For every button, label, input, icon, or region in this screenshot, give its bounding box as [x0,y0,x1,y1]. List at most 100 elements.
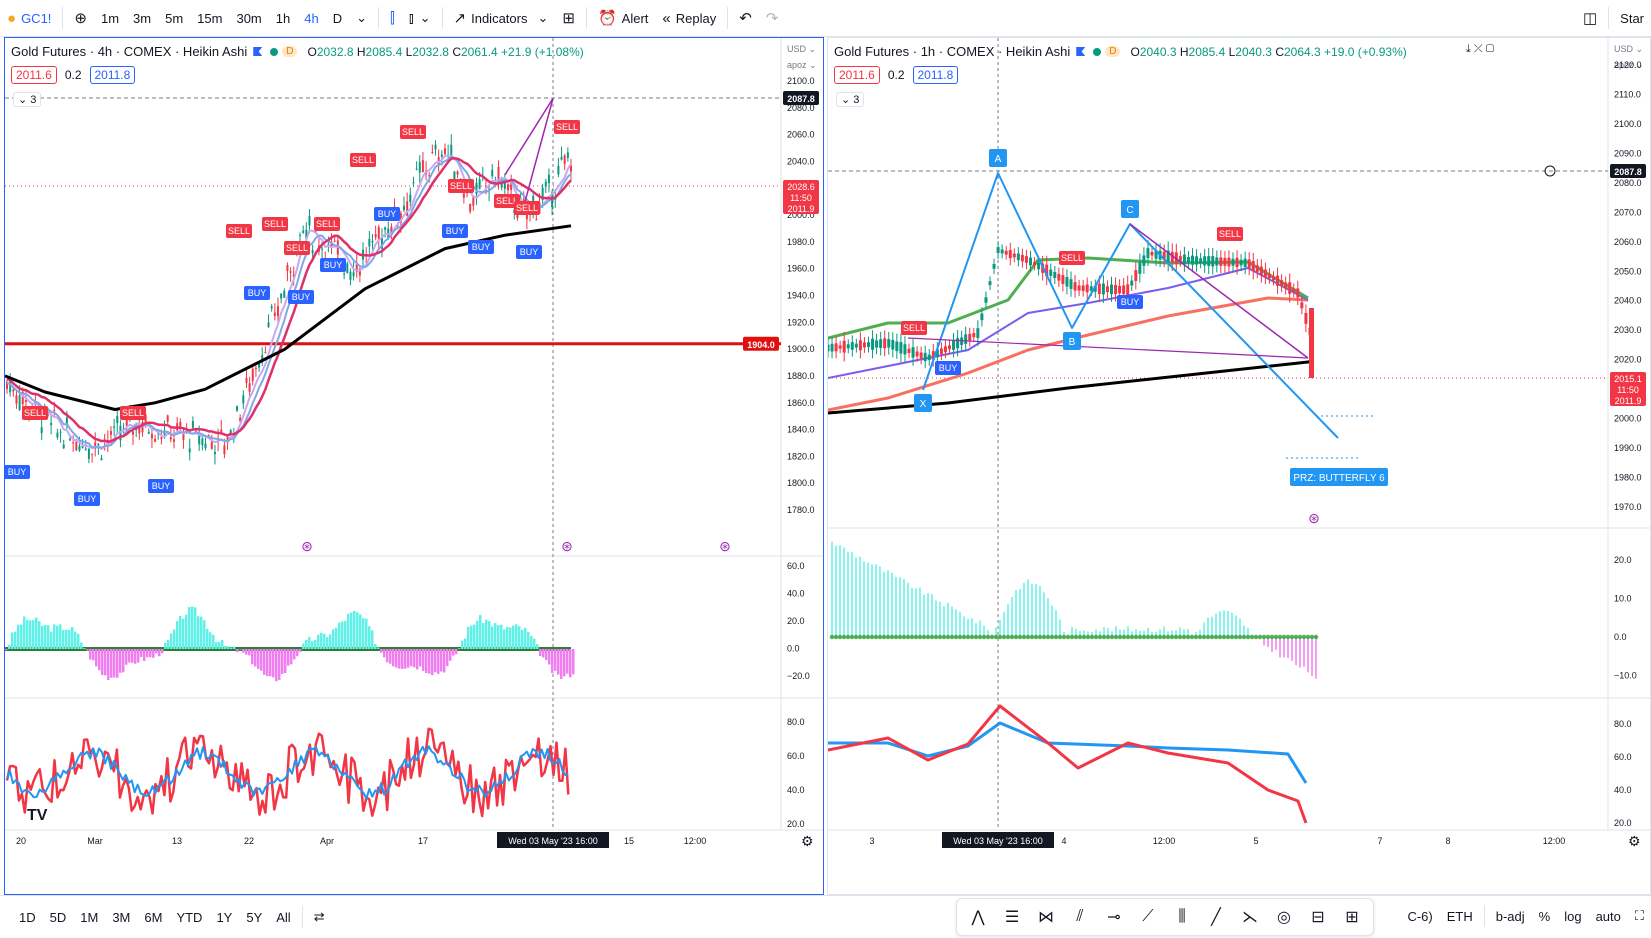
current-price-bg [783,180,819,214]
layout-button[interactable]: ◫ [1576,0,1604,36]
channel-tool-icon[interactable]: ⫽ [1076,908,1084,925]
osc-histogram-bar [302,643,305,649]
osc-histogram-bar [269,649,272,677]
log-toggle[interactable]: log [1564,908,1582,924]
osc-histogram-bar [566,649,569,674]
range-5d[interactable]: 5D [49,909,67,925]
candle-body [399,213,402,223]
indicator-collapse-button[interactable]: ⌄ 3 [13,92,42,107]
trend-line-icon[interactable]: ╱ [1211,909,1221,926]
short-position-icon[interactable]: ⊞ [1345,909,1359,926]
osc-histogram-bar [50,631,53,649]
candle-body [1101,283,1105,295]
interval-dropdown[interactable]: ⌄ [349,0,374,36]
candle-body [1223,257,1227,266]
interval-5m[interactable]: 5m [165,10,184,26]
symbol-search[interactable]: ● GC1! [0,0,58,36]
range-6m[interactable]: 6M [144,909,163,925]
osc-zero-dot [1061,634,1067,640]
range-1m[interactable]: 1M [80,909,99,925]
candle-body [903,344,907,355]
osc-histogram-bar [464,638,467,649]
ma-left-value[interactable]: 2011.6 [11,66,57,84]
osc-zero-dot [1313,634,1319,640]
interval-3m[interactable]: 3m [133,10,152,26]
spiral-tool-icon[interactable]: ◎ [1277,909,1291,926]
osc-zero-dot [849,634,855,640]
xabcd-tool-icon[interactable]: ⋋ [1242,909,1258,926]
candle-body [1000,249,1004,254]
chart-panel-left[interactable]: USD ⌄ apoz ⌄ 2100.0 2080.0 2060.0 2040.0 20 20.… [4,37,824,895]
range-all[interactable]: All [276,909,291,925]
interval-30m[interactable]: 30m [236,10,262,26]
candle-body [69,438,72,441]
candle-body [210,441,213,449]
event-icon: ⊛ [561,538,573,554]
long-position-icon[interactable]: ⊟ [1311,909,1325,926]
interval-1h[interactable]: 1h [275,10,291,26]
osc-histogram-bar [8,644,11,649]
chart-canvas-right[interactable]: USD ⌄ apoz ⌄2120.0 2110.0 2100.0 2090.0 2080.… [828,38,1650,894]
osc-histogram-bar [434,649,437,673]
redo-button[interactable]: ↷ [759,0,786,36]
osc-histogram-bar [320,632,323,649]
chart-canvas-left[interactable]: USD ⌄ apoz ⌄ 2100.0 2080.0 2060.0 2040.0 20 20.… [5,38,823,894]
ma-right-value[interactable]: 2011.8 [89,66,136,84]
range-1y[interactable]: 1Y [216,909,233,925]
interval-d[interactable]: D [332,10,343,26]
range-3m[interactable]: 3M [112,909,131,925]
osc-histogram-bar [230,647,233,649]
osc-zero-dot [1293,634,1299,640]
last-price-tag-bg [1610,164,1646,178]
eth-toggle[interactable]: ETH [1446,908,1473,924]
session-label[interactable]: C-6) [1407,908,1433,924]
back-adjust-toggle[interactable]: b-adj [1495,908,1525,924]
alert-button[interactable]: ⏰ Alert [591,0,655,36]
range-ytd[interactable]: YTD [176,909,203,925]
ma-left-value[interactable]: 2011.6 [834,66,880,84]
signal-sell: SELL [24,408,46,418]
flag-icon[interactable] [1076,47,1086,56]
interval-1m[interactable]: 1m [100,10,120,26]
range-1d[interactable]: 1D [19,909,36,925]
chart-panel-right[interactable]: USD ⌄ apoz ⌄ 2120.0 2110.0 2100.0 2090.0 2080.… [827,37,1651,895]
path-tool-icon[interactable]: ⟋ [1142,908,1154,925]
indicators-button[interactable]: ↗ Indicators ⌄ [447,0,556,36]
replay-button[interactable]: « Replay [655,0,723,36]
interval-4h[interactable]: 4h [304,10,319,26]
candle-body [239,417,242,422]
range-5y[interactable]: 5Y [246,909,263,925]
osc-histogram-bar [515,624,518,649]
abc-tool-icon[interactable]: ⋈ [1038,909,1054,926]
goto-date-button[interactable]: ⇄ [307,909,332,925]
candle-body [510,182,513,191]
candles-tool-icon[interactable]: ⫼ [1178,908,1186,925]
chart-type-button[interactable]: ⫾ ⌄ [402,0,438,36]
fullscreen-button[interactable]: ⛶ [1628,908,1651,924]
crosshair-time-label: Wed 03 May '23 16:00 [508,836,598,846]
price-tick-label: 2070.0 [1614,207,1642,217]
pattern-tool-icon[interactable]: ⋀ [971,909,985,926]
osc-zero-dot [949,634,955,640]
star-button[interactable]: Star [1620,10,1644,26]
auto-toggle[interactable]: auto [1595,908,1621,924]
flag-icon[interactable] [253,47,263,56]
horizontal-line-icon[interactable]: ⊸ [1107,909,1121,926]
osc-zero-dot [1253,634,1259,640]
percent-toggle[interactable]: % [1538,908,1551,924]
bar-style-button[interactable]: ⫿ [383,0,402,36]
signal-buy: BUY [292,292,311,302]
chart-title: Gold Futures · 4h · COMEX · Heikin Ashi [11,44,248,59]
fib-tool-icon[interactable]: ☰ [1004,909,1020,926]
undo-button[interactable]: ↶ [732,0,759,36]
undo-icon: ↶ [739,9,752,27]
interval-15m[interactable]: 15m [197,10,223,26]
signal-buy: BUY [324,260,343,270]
candle-body [875,340,879,348]
ma-right-value[interactable]: 2011.8 [912,66,959,84]
templates-button[interactable]: ⊞ [555,0,582,36]
indicator-collapse-button[interactable]: ⌄ 3 [836,92,865,107]
compare-button[interactable]: ⊕ [67,0,94,36]
osc-zero-dot [1245,634,1251,640]
signal-sell: SELL [1219,229,1241,239]
